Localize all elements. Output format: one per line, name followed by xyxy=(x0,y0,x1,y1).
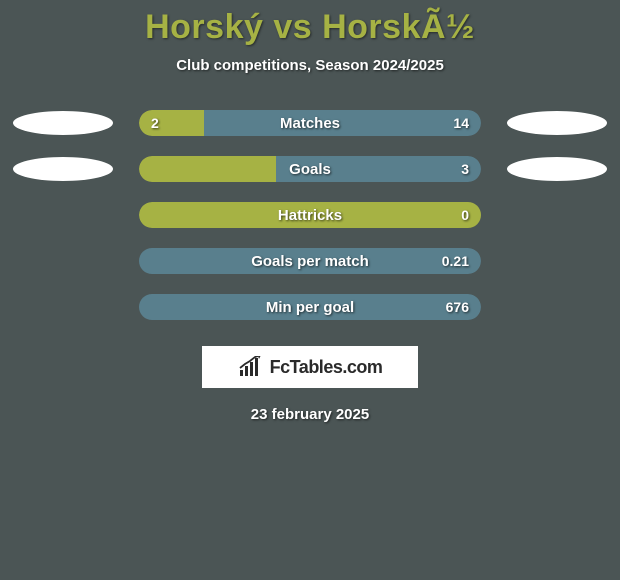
bar-left-value: 2 xyxy=(151,110,159,136)
stat-bar: Hattricks0 xyxy=(139,202,481,228)
bar-left-fill xyxy=(139,156,276,182)
stat-bar: Min per goal676 xyxy=(139,294,481,320)
right-player-marker xyxy=(507,203,607,227)
subtitle: Club competitions, Season 2024/2025 xyxy=(0,57,620,74)
bar-chart-icon xyxy=(238,356,264,378)
left-player-marker xyxy=(13,203,113,227)
stat-row: Goals per match0.21 xyxy=(0,248,620,274)
infographic-container: Horský vs HorskÃ½ Club competitions, Sea… xyxy=(0,0,620,423)
stat-row: Min per goal676 xyxy=(0,294,620,320)
bar-right-value: 3 xyxy=(461,156,469,182)
right-player-marker xyxy=(507,157,607,181)
bar-right-value: 0.21 xyxy=(442,248,469,274)
bar-right-fill xyxy=(139,248,481,274)
bar-right-value: 0 xyxy=(461,202,469,228)
right-player-marker xyxy=(507,249,607,273)
bars-section: Matches214Goals3Hattricks0Goals per matc… xyxy=(0,110,620,320)
stat-row: Goals3 xyxy=(0,156,620,182)
left-player-marker xyxy=(13,111,113,135)
bar-right-value: 14 xyxy=(453,110,469,136)
stat-bar: Goals per match0.21 xyxy=(139,248,481,274)
bar-left-fill xyxy=(139,110,204,136)
bar-right-fill xyxy=(276,156,481,182)
bar-right-fill xyxy=(139,294,481,320)
stat-row: Matches214 xyxy=(0,110,620,136)
right-player-marker xyxy=(507,111,607,135)
right-player-marker xyxy=(507,295,607,319)
left-player-marker xyxy=(13,157,113,181)
stat-row: Hattricks0 xyxy=(0,202,620,228)
bar-left-fill xyxy=(139,202,481,228)
left-player-marker xyxy=(13,295,113,319)
bar-right-fill xyxy=(204,110,481,136)
date-label: 23 february 2025 xyxy=(0,406,620,423)
stat-bar: Goals3 xyxy=(139,156,481,182)
page-title: Horský vs HorskÃ½ xyxy=(0,8,620,47)
branding-box: FcTables.com xyxy=(202,346,418,388)
bar-right-value: 676 xyxy=(446,294,469,320)
branding-text: FcTables.com xyxy=(270,357,383,378)
stat-bar: Matches214 xyxy=(139,110,481,136)
left-player-marker xyxy=(13,249,113,273)
